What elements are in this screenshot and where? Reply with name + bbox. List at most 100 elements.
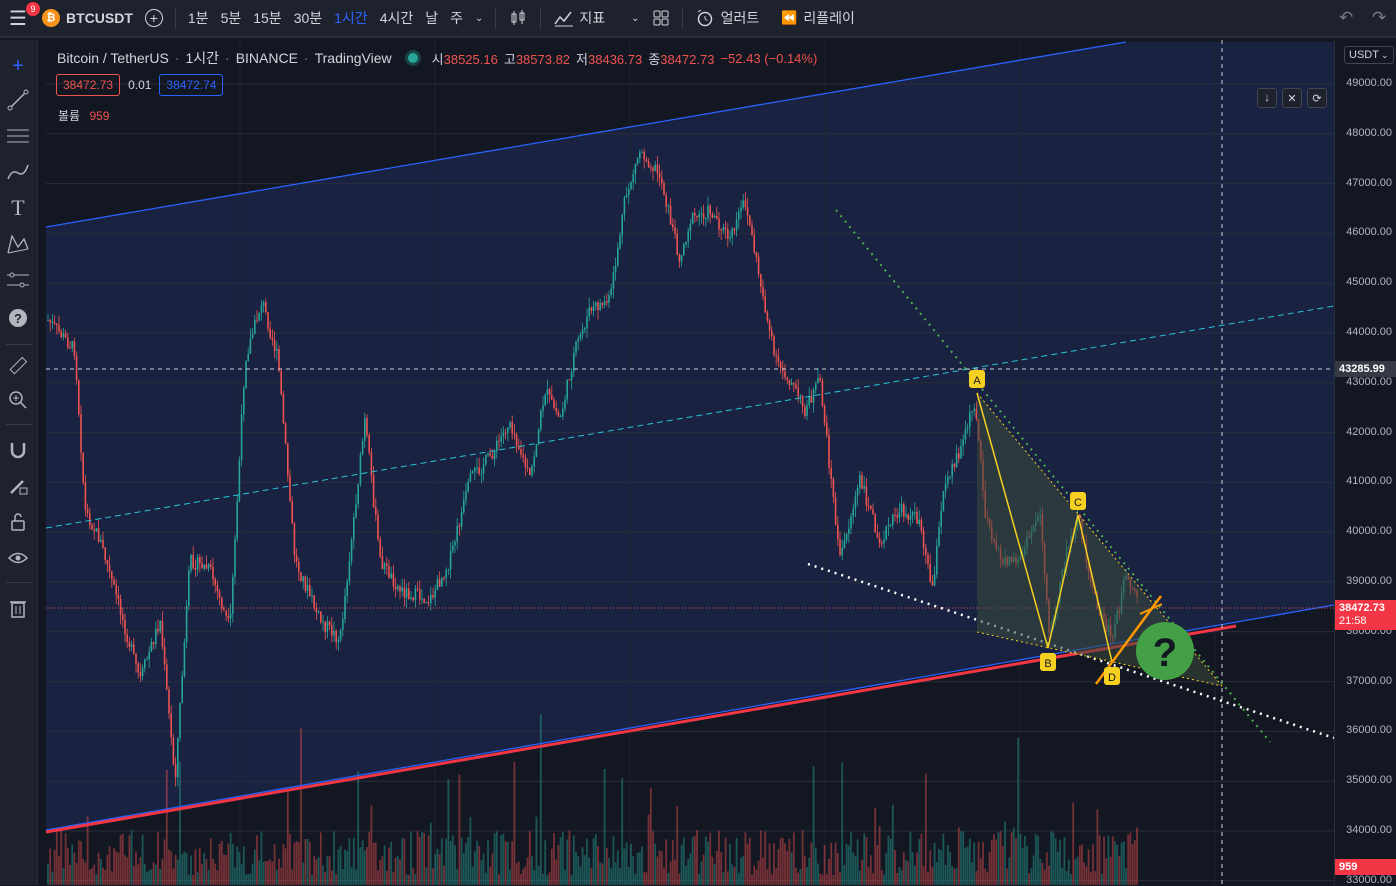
price-label: 36000.00 (1346, 724, 1392, 737)
horizontal-lines-tool-button[interactable] (4, 122, 32, 150)
pattern-tool-button[interactable] (4, 230, 32, 258)
currency-selector[interactable]: USDT ⌄ (1344, 46, 1394, 64)
pattern-label-d[interactable]: D (1104, 667, 1120, 685)
measure-tool-button[interactable] (4, 352, 32, 380)
plus-circle-icon: + (144, 9, 163, 27)
price-label: 47000.00 (1346, 176, 1392, 189)
svg-text:D: D (1108, 672, 1116, 684)
compare-symbol-button[interactable]: + (139, 0, 169, 36)
toolbar-divider (174, 7, 176, 29)
channel-upper-line[interactable] (46, 41, 1127, 228)
support-trendline[interactable] (46, 624, 1237, 834)
notification-badge: 9 (26, 2, 40, 16)
brush-icon (7, 164, 29, 180)
svg-text:B: B (1044, 658, 1051, 670)
pattern-label-a[interactable]: A (969, 370, 985, 388)
price-chart[interactable]: A B C D ? (46, 40, 1334, 885)
toolbar-divider (6, 344, 32, 345)
interval-1h[interactable]: 1시간 (334, 10, 368, 26)
price-label: 37000.00 (1346, 674, 1392, 687)
chart-pane[interactable]: A B C D ? ↓ ✕ ⟳ (46, 40, 1334, 885)
layouts-button[interactable] (646, 0, 676, 36)
trendline-tool-button[interactable] (4, 86, 32, 114)
pencil-lock-icon (10, 480, 28, 495)
chevron-down-icon: ⌄ (475, 12, 484, 24)
price-label: 48000.00 (1346, 126, 1392, 139)
undo-icon: ↶ (1339, 8, 1354, 27)
screenshot-button[interactable]: ⟳ (1307, 88, 1327, 108)
text-tool-button[interactable]: T (4, 194, 32, 222)
interval-1w[interactable]: 주 (450, 10, 464, 26)
interval-4h[interactable]: 4시간 (379, 10, 414, 26)
help-button[interactable]: ? (4, 304, 32, 332)
scroll-to-latest-button[interactable]: ↓ (1257, 88, 1277, 108)
volume-tag: 959 (1335, 859, 1396, 875)
candlesticks (47, 148, 1138, 787)
undo-button[interactable]: ↶ (1333, 0, 1359, 36)
prediction-icon (7, 272, 29, 288)
pattern-label-b[interactable]: B (1040, 653, 1056, 671)
redo-icon: ↷ (1372, 8, 1387, 27)
crosshair-price-tag: 43285.99 (1335, 361, 1396, 377)
zoom-tool-button[interactable] (4, 386, 32, 414)
svg-text:?: ? (1153, 631, 1177, 675)
trendline-icon (7, 89, 29, 111)
legend-source: TradingView (314, 50, 392, 66)
chart-legend: Bitcoin / TetherUS · 1시간 · BINANCE · Tra… (57, 50, 818, 67)
prediction-tool-button[interactable] (4, 266, 32, 294)
interval-5m[interactable]: 5분 (220, 10, 242, 26)
main-menu-button[interactable]: ☰ 9 (0, 0, 40, 36)
interval-1d[interactable]: 날 (425, 10, 439, 26)
alerts-button[interactable]: 얼러트 (689, 0, 766, 36)
magnet-mode-button[interactable] (4, 436, 32, 464)
lock-drawings-button[interactable] (4, 508, 32, 536)
market-status-icon (407, 53, 418, 63)
drawing-mode-button[interactable] (4, 472, 32, 500)
channel-midline[interactable] (46, 305, 1334, 529)
legend-exchange: BINANCE (235, 50, 298, 66)
legend-pair[interactable]: Bitcoin / TetherUS (57, 50, 169, 66)
price-label: 49000.00 (1346, 77, 1392, 89)
interval-30m[interactable]: 30분 (293, 10, 323, 26)
wedge-lower-line[interactable] (807, 562, 1334, 740)
pattern-label-c[interactable]: C (1070, 492, 1086, 510)
ruler-icon (9, 356, 28, 375)
sell-button[interactable]: 38472.73 (56, 74, 121, 96)
redo-button[interactable]: ↷ (1366, 0, 1392, 36)
price-scale[interactable]: USDT ⌄ 49000.00 48000.00 47000.00 46000.00 45… (1334, 40, 1396, 886)
wedge-upper-line[interactable] (835, 209, 1271, 743)
indicators-button[interactable]: 지표 (547, 0, 611, 36)
magnet-icon (10, 443, 26, 459)
interval-dropdown-button[interactable]: ⌄ (469, 0, 489, 36)
price-label: 43000.00 (1346, 375, 1392, 388)
price-label: 41000.00 (1346, 475, 1392, 488)
legend-high: 고38573.82 (503, 51, 571, 67)
zoom-in-icon (9, 391, 27, 409)
brush-tool-button[interactable] (4, 158, 32, 186)
horizontal-lines-icon (7, 129, 29, 143)
replay-button[interactable]: ⏪ 리플레이 (775, 0, 861, 36)
orange-short-line[interactable] (1139, 603, 1163, 615)
crosshair-tool-button[interactable]: + (4, 52, 32, 80)
expand-icon: ✕ (1287, 92, 1297, 105)
price-label: 34000.00 (1346, 824, 1392, 836)
alarm-clock-icon (697, 9, 712, 27)
eye-icon (7, 552, 29, 564)
symbol-search-button[interactable]: ₿ BTCUSDT (36, 0, 139, 36)
volume-legend: 볼륨 959 (58, 107, 109, 124)
channel-fill (46, 42, 1334, 830)
maximize-button[interactable]: ✕ (1282, 88, 1302, 108)
indicators-dropdown-button[interactable]: ⌄ (611, 0, 645, 36)
volume-label[interactable]: 볼륨 (58, 109, 81, 123)
toolbar-divider (540, 7, 542, 29)
question-mark-icon: ? (1136, 622, 1194, 680)
volume-bars (47, 714, 1138, 885)
abcd-legs[interactable] (976, 392, 1113, 663)
interval-1m[interactable]: 1분 (187, 10, 209, 26)
price-label: 40000.00 (1346, 525, 1392, 538)
buy-button[interactable]: 38472.74 (159, 74, 224, 96)
interval-15m[interactable]: 15분 (253, 10, 282, 26)
chart-type-button[interactable] (502, 0, 534, 36)
remove-drawings-button[interactable] (4, 594, 32, 622)
hide-drawings-button[interactable] (4, 544, 32, 572)
